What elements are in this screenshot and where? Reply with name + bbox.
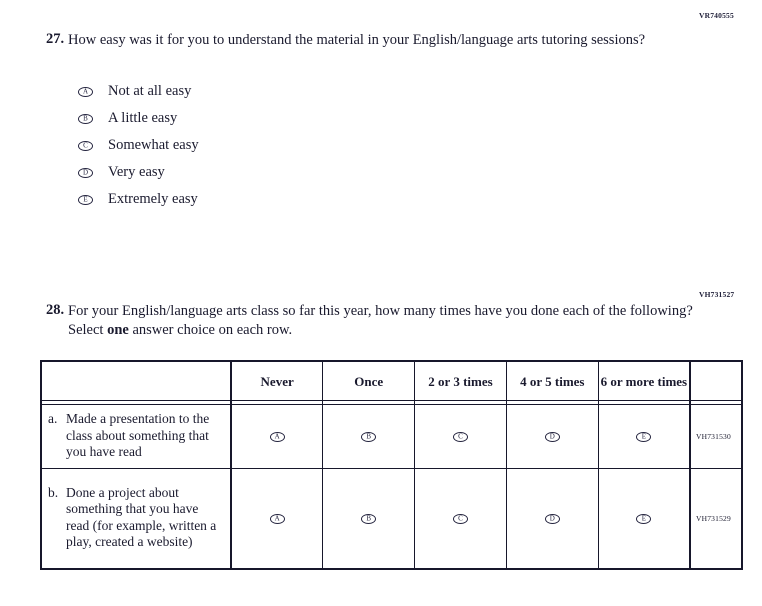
- row-b-bubble-2-or-3-times[interactable]: C: [414, 468, 507, 570]
- row-b-bubble-4-or-5-times[interactable]: D: [505, 468, 599, 570]
- option-bubble-c-cell[interactable]: C: [78, 140, 108, 151]
- matrix-body: a. Made a presentation to the class abou…: [40, 404, 743, 570]
- option-row-c[interactable]: C Somewhat easy: [78, 132, 199, 159]
- row-b-stem-cell: b. Done a project about something that y…: [40, 468, 232, 570]
- bubble-a-icon[interactable]: A: [269, 431, 285, 442]
- option-bubble-e-cell[interactable]: E: [78, 194, 108, 205]
- option-label-e: Extremely easy: [108, 191, 198, 207]
- matrix-header-rule: [40, 400, 743, 405]
- option-row-e[interactable]: E Extremely easy: [78, 186, 199, 213]
- row-a-letter: a.: [48, 411, 58, 427]
- row-a-item-code: VH731530: [689, 404, 743, 469]
- row-b-bubble-6-or-more-times[interactable]: E: [597, 468, 691, 570]
- header-once: Once: [322, 360, 416, 401]
- bubble-d-letter: D: [82, 168, 89, 176]
- bubble-letter: A: [274, 432, 280, 441]
- question-28-text-emphasis: one: [107, 322, 129, 338]
- bubble-letter: D: [549, 432, 555, 441]
- bubble-e-icon[interactable]: E: [78, 194, 93, 205]
- row-a-bubble-6-or-more-times[interactable]: E: [597, 404, 691, 469]
- question-27-text: How easy was it for you to understand th…: [68, 32, 646, 48]
- question-27-block: 27. How easy was it for you to understan…: [40, 31, 680, 50]
- question-28-text-part2: answer choice on each row.: [128, 322, 293, 338]
- bubble-a-letter: A: [82, 87, 89, 95]
- row-a-bubble-once[interactable]: B: [322, 404, 416, 469]
- row-a-stem-cell: a. Made a presentation to the class abou…: [40, 404, 232, 469]
- bubble-letter: C: [458, 432, 463, 441]
- bubble-letter: D: [549, 514, 555, 523]
- matrix-header-row: Never Once 2 or 3 times 4 or 5 times 6 o…: [40, 360, 743, 401]
- bubble-c-icon[interactable]: C: [452, 513, 468, 524]
- question-28-matrix-table: Never Once 2 or 3 times 4 or 5 times 6 o…: [40, 360, 743, 570]
- bubble-b-icon[interactable]: B: [361, 431, 377, 442]
- row-a-stem-text: Made a presentation to the class about s…: [66, 411, 210, 460]
- header-never: Never: [230, 360, 324, 401]
- header-code-blank: [689, 360, 743, 401]
- bubble-letter: B: [366, 432, 372, 441]
- question-28-text: For your English/language arts class so …: [68, 302, 700, 340]
- bubble-letter: B: [366, 514, 372, 523]
- question-27-option-list: A Not at all easy B A little easy C Some…: [78, 78, 199, 213]
- rule-cell-code: [689, 400, 743, 405]
- bubble-d-icon[interactable]: D: [544, 431, 560, 442]
- option-label-c: Somewhat easy: [108, 137, 199, 153]
- bubble-e-letter: E: [83, 195, 88, 203]
- row-b-bubble-never[interactable]: A: [230, 468, 324, 570]
- question-27-number: 27.: [46, 31, 65, 47]
- header-6-or-more-times: 6 or more times: [597, 360, 691, 401]
- bubble-e-icon[interactable]: E: [636, 513, 652, 524]
- option-row-b[interactable]: B A little easy: [78, 105, 199, 132]
- option-label-b: A little easy: [108, 110, 178, 126]
- bubble-a-icon[interactable]: A: [269, 513, 285, 524]
- option-bubble-d-cell[interactable]: D: [78, 167, 108, 178]
- question-28-text-part1: For your English/language arts class so …: [68, 303, 693, 338]
- bubble-letter: E: [641, 514, 646, 523]
- bubble-c-letter: C: [83, 141, 88, 149]
- question-28-block: 28. For your English/language arts class…: [40, 302, 700, 340]
- bubble-e-icon[interactable]: E: [636, 431, 652, 442]
- header-2-or-3-times: 2 or 3 times: [414, 360, 507, 401]
- table-row: b. Done a project about something that y…: [40, 468, 743, 570]
- rule-cell-stem: [40, 400, 232, 405]
- table-row: a. Made a presentation to the class abou…: [40, 404, 743, 469]
- bubble-b-letter: B: [83, 114, 88, 122]
- bubble-letter: A: [274, 514, 280, 523]
- question-27-item-code: VR740555: [699, 11, 734, 20]
- option-label-d: Very easy: [108, 164, 165, 180]
- row-a-bubble-never[interactable]: A: [230, 404, 324, 469]
- option-bubble-b-cell[interactable]: B: [78, 113, 108, 124]
- bubble-d-icon[interactable]: D: [544, 513, 560, 524]
- row-b-bubble-once[interactable]: B: [322, 468, 416, 570]
- row-a-bubble-4-or-5-times[interactable]: D: [505, 404, 599, 469]
- option-row-a[interactable]: A Not at all easy: [78, 78, 199, 105]
- row-b-item-code: VH731529: [689, 468, 743, 570]
- bubble-b-icon[interactable]: B: [78, 113, 93, 124]
- option-bubble-a-cell[interactable]: A: [78, 86, 108, 97]
- option-label-a: Not at all easy: [108, 83, 192, 99]
- matrix-header: Never Once 2 or 3 times 4 or 5 times 6 o…: [40, 360, 743, 405]
- bubble-letter: C: [458, 514, 463, 523]
- question-28-number: 28.: [46, 302, 65, 318]
- header-stem-blank: [40, 360, 232, 401]
- option-row-d[interactable]: D Very easy: [78, 159, 199, 186]
- bubble-letter: E: [641, 432, 646, 441]
- bubble-c-icon[interactable]: C: [452, 431, 468, 442]
- row-b-stem-text: Done a project about something that you …: [66, 484, 217, 550]
- row-b-letter: b.: [48, 484, 59, 500]
- question-28-item-code: VH731527: [699, 290, 735, 299]
- header-4-or-5-times: 4 or 5 times: [505, 360, 599, 401]
- bubble-a-icon[interactable]: A: [78, 86, 93, 97]
- bubble-d-icon[interactable]: D: [78, 167, 93, 178]
- row-a-bubble-2-or-3-times[interactable]: C: [414, 404, 507, 469]
- bubble-c-icon[interactable]: C: [78, 140, 93, 151]
- bubble-b-icon[interactable]: B: [361, 513, 377, 524]
